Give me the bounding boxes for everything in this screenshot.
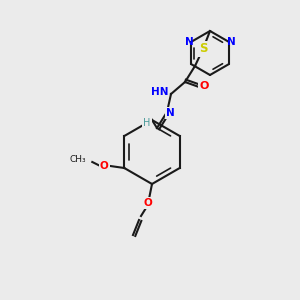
- Text: CH₃: CH₃: [70, 155, 86, 164]
- Text: O: O: [100, 161, 109, 171]
- Text: S: S: [199, 43, 207, 56]
- Text: N: N: [227, 37, 236, 47]
- Text: O: O: [199, 81, 209, 91]
- Text: HN: HN: [151, 87, 168, 97]
- Text: H: H: [143, 118, 151, 128]
- Text: N: N: [184, 37, 193, 47]
- Text: N: N: [166, 108, 174, 118]
- Text: O: O: [144, 198, 152, 208]
